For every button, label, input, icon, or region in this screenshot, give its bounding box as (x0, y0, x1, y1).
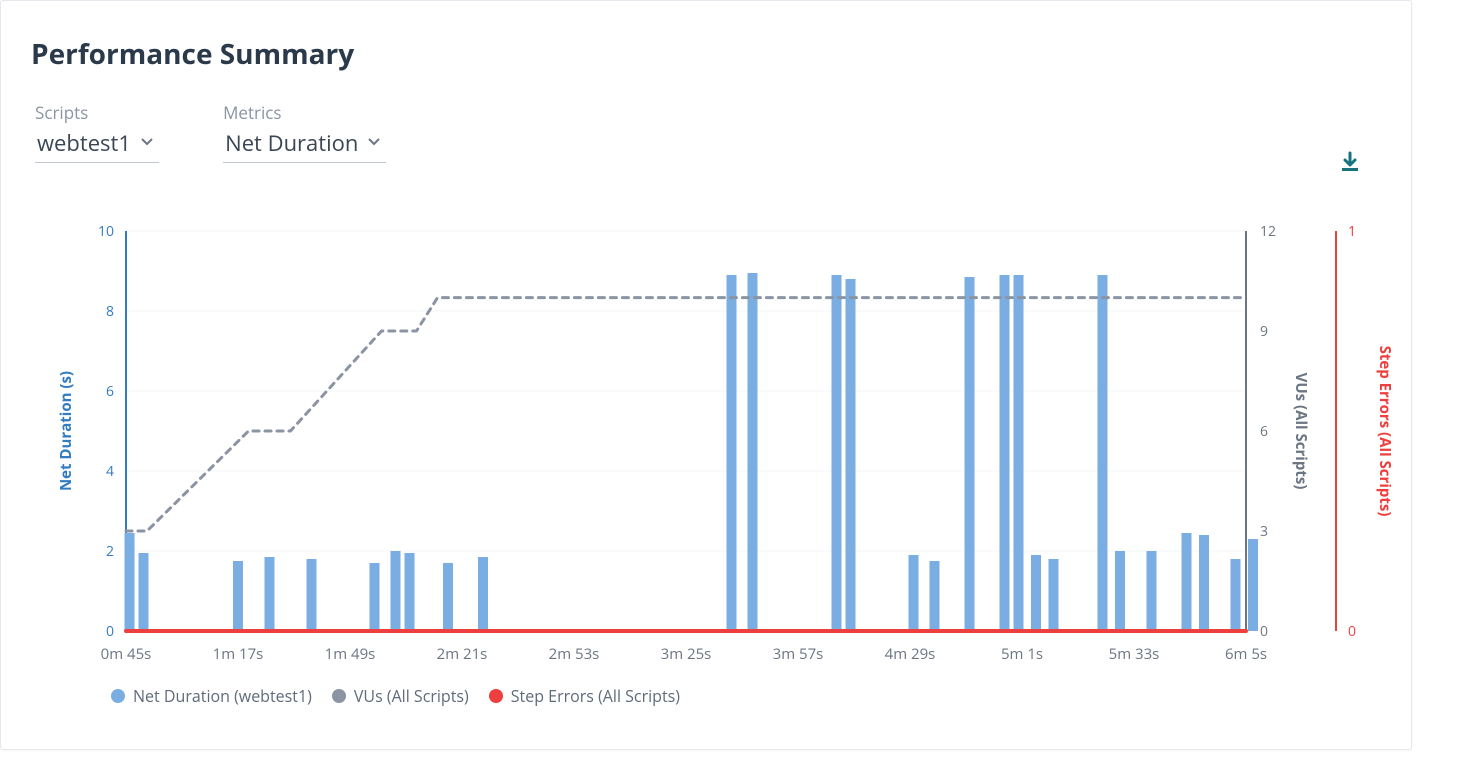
controls-row: Scripts webtest1 Metrics Net Duration (35, 101, 446, 163)
svg-text:2: 2 (106, 542, 114, 561)
metrics-dropdown[interactable]: Metrics Net Duration (223, 101, 386, 163)
svg-text:8: 8 (106, 302, 114, 321)
metrics-selected: Net Duration (225, 128, 358, 158)
legend-dot-icon (332, 689, 346, 703)
svg-text:3m 25s: 3m 25s (661, 644, 712, 664)
legend-dot-icon (111, 689, 125, 703)
scripts-value[interactable]: webtest1 (35, 126, 159, 163)
svg-text:6: 6 (106, 382, 114, 401)
svg-text:4m 29s: 4m 29s (885, 644, 936, 664)
chart-legend: Net Duration (webtest1) VUs (All Scripts… (111, 685, 680, 707)
svg-text:VUs (All Scripts): VUs (All Scripts) (1291, 373, 1311, 490)
svg-text:4: 4 (106, 462, 114, 481)
svg-text:10: 10 (98, 222, 114, 241)
svg-text:9: 9 (1260, 322, 1268, 341)
svg-text:Net Duration (s): Net Duration (s) (56, 371, 76, 491)
metrics-label: Metrics (223, 101, 386, 124)
svg-text:Step Errors (All Scripts): Step Errors (All Scripts) (1375, 346, 1391, 517)
svg-text:1m 49s: 1m 49s (325, 644, 376, 664)
svg-text:6: 6 (1260, 422, 1268, 441)
svg-text:1: 1 (1348, 222, 1356, 241)
svg-text:0: 0 (1260, 622, 1268, 641)
scripts-selected: webtest1 (37, 128, 131, 158)
legend-vus[interactable]: VUs (All Scripts) (332, 685, 469, 707)
svg-text:3: 3 (1260, 522, 1268, 541)
svg-text:2m 21s: 2m 21s (437, 644, 488, 664)
svg-text:0: 0 (1348, 622, 1356, 641)
scripts-dropdown[interactable]: Scripts webtest1 (35, 101, 159, 163)
svg-text:0m 45s: 0m 45s (101, 644, 152, 664)
legend-vus-label: VUs (All Scripts) (354, 685, 469, 707)
svg-text:12: 12 (1260, 222, 1276, 241)
metrics-value[interactable]: Net Duration (223, 126, 386, 163)
performance-chart: 0246810Net Duration (s)036912VUs (All Sc… (31, 211, 1391, 731)
chevron-down-icon (141, 134, 153, 153)
legend-netduration[interactable]: Net Duration (webtest1) (111, 685, 312, 707)
svg-text:6m 5s: 6m 5s (1225, 644, 1267, 664)
svg-text:2m 53s: 2m 53s (549, 644, 600, 664)
chart-svg: 0246810Net Duration (s)036912VUs (All Sc… (31, 211, 1391, 681)
page-title: Performance Summary (31, 35, 354, 73)
svg-text:0: 0 (106, 622, 114, 641)
performance-summary-card: Performance Summary Scripts webtest1 Met… (0, 0, 1412, 750)
legend-steperrors[interactable]: Step Errors (All Scripts) (489, 685, 680, 707)
legend-dot-icon (489, 689, 503, 703)
scripts-label: Scripts (35, 101, 159, 124)
svg-text:3m 57s: 3m 57s (773, 644, 824, 664)
svg-text:5m 33s: 5m 33s (1109, 644, 1160, 664)
download-icon[interactable] (1339, 151, 1361, 173)
chevron-down-icon (368, 134, 380, 153)
legend-netduration-label: Net Duration (webtest1) (133, 685, 312, 707)
svg-text:5m 1s: 5m 1s (1001, 644, 1043, 664)
svg-text:1m 17s: 1m 17s (213, 644, 264, 664)
legend-steperrors-label: Step Errors (All Scripts) (511, 685, 680, 707)
